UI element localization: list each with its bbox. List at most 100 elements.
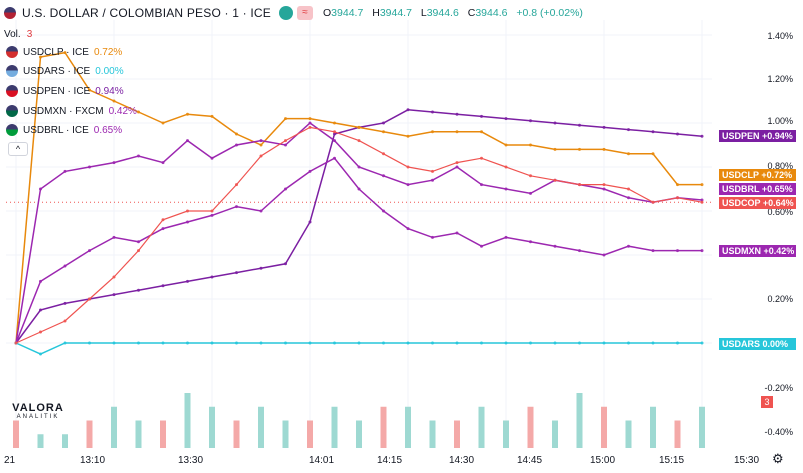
y-tick-label: -0.40% xyxy=(764,427,793,437)
wave-icon[interactable]: ≈ xyxy=(297,6,313,20)
point-usdcop xyxy=(63,319,67,323)
volume-bar xyxy=(13,420,19,448)
y-tick-label: 0.20% xyxy=(767,294,793,304)
point-usdpen xyxy=(455,112,459,116)
series-line-usdpen xyxy=(15,109,703,344)
point-usdcop xyxy=(627,187,630,191)
point-usdpen xyxy=(112,293,116,297)
chart-header: U.S. DOLLAR / COLOMBIAN PESO · 1 · ICE ≈… xyxy=(4,6,589,20)
volume-bar xyxy=(527,406,534,448)
volume-bar xyxy=(576,393,583,448)
point-usdclp xyxy=(186,112,189,116)
point-usdars xyxy=(259,341,263,345)
point-usdcop xyxy=(235,183,238,187)
x-tick-label: 14:45 xyxy=(517,455,543,466)
volume-badge: 3 xyxy=(761,396,773,408)
price-label-usdcop: USDCOP +0.64% xyxy=(719,197,796,209)
point-usdars xyxy=(186,341,189,345)
point-usdpen xyxy=(627,128,630,132)
x-tick-label: 14:15 xyxy=(377,455,403,466)
point-usdmxn xyxy=(651,249,655,253)
x-tick-label: 15:15 xyxy=(659,455,685,466)
legend-name: USDPEN · ICE xyxy=(23,85,91,97)
point-usdars xyxy=(676,341,679,345)
legend-item-usdclp[interactable]: USDCLP · ICE 0.72% xyxy=(6,46,122,58)
point-usdcop xyxy=(186,209,189,213)
point-usdars xyxy=(137,341,140,345)
logo-main: VALORA xyxy=(12,402,64,414)
point-usdmxn xyxy=(88,249,91,253)
point-usdclp xyxy=(39,55,42,59)
market-status-icon[interactable] xyxy=(279,6,293,20)
point-usdpen xyxy=(676,132,679,136)
point-usdars xyxy=(651,341,655,345)
point-usdars xyxy=(406,341,410,345)
point-usdbrl xyxy=(480,183,483,187)
legend-item-usdmxn[interactable]: USDMXN · FXCM 0.42% xyxy=(6,105,137,117)
point-usdmxn xyxy=(700,249,704,253)
point-usdclp xyxy=(676,183,679,187)
flag-icon xyxy=(6,85,18,97)
point-usdbrl xyxy=(88,165,91,169)
point-usdbrl xyxy=(700,198,704,202)
point-usdcop xyxy=(455,161,459,165)
point-usdmxn xyxy=(553,244,557,248)
volume-bar xyxy=(478,406,485,448)
legend-item-usdbrl[interactable]: USDBRL · ICE 0.65% xyxy=(6,124,122,136)
point-usdcop xyxy=(700,200,704,204)
point-usdars xyxy=(382,341,385,345)
point-usdars xyxy=(112,341,116,345)
volume-bar xyxy=(625,420,632,448)
point-usdclp xyxy=(357,125,361,129)
volume-bar xyxy=(503,420,509,448)
chart-title: U.S. DOLLAR / COLOMBIAN PESO · 1 · ICE xyxy=(22,6,271,20)
volume-bar xyxy=(674,420,681,448)
point-usdbrl xyxy=(308,121,312,125)
point-usdbrl xyxy=(333,139,336,143)
point-usdmxn xyxy=(382,209,385,213)
point-usdclp xyxy=(602,147,606,151)
point-usdmxn xyxy=(455,231,459,235)
close-value: 3944.6 xyxy=(475,7,508,19)
legend-name: USDARS · ICE xyxy=(23,65,91,77)
point-usdclp xyxy=(455,130,459,134)
point-usdmxn xyxy=(529,240,532,244)
collapse-legend-button[interactable]: ^ xyxy=(8,142,28,156)
point-usdars xyxy=(553,341,557,345)
y-tick-label: 1.20% xyxy=(767,74,793,84)
legend-item-usdpen[interactable]: USDPEN · ICE 0.94% xyxy=(6,85,124,97)
point-usdclp xyxy=(235,132,238,136)
point-usdclp xyxy=(63,51,67,55)
point-usdpen xyxy=(431,110,434,114)
point-usdbrl xyxy=(529,191,532,195)
point-usdars xyxy=(284,341,287,345)
price-label-usdbrl: USDBRL +0.65% xyxy=(719,183,796,195)
point-usdclp xyxy=(210,114,214,118)
point-usdcop xyxy=(382,152,385,156)
volume-bar xyxy=(601,406,607,448)
volume-bar xyxy=(184,393,191,448)
point-usdclp xyxy=(504,143,508,147)
point-usdmxn xyxy=(39,279,42,283)
point-usdbrl xyxy=(284,143,287,147)
point-usdars xyxy=(431,341,434,345)
point-usdpen xyxy=(63,301,67,305)
point-usdpen xyxy=(186,279,189,283)
point-usdclp xyxy=(406,134,410,138)
point-usdcop xyxy=(553,178,557,182)
point-usdcop xyxy=(137,249,140,253)
volume-bar xyxy=(331,406,338,448)
point-usdclp xyxy=(480,130,483,134)
legend-pct: 0.94% xyxy=(95,85,124,97)
series-line-usdars xyxy=(15,342,702,355)
point-usdpen xyxy=(259,266,263,270)
y-tick-label: -0.20% xyxy=(764,383,793,393)
gear-icon[interactable]: ⚙ xyxy=(772,451,784,466)
legend-item-usdars[interactable]: USDARS · ICE 0.00% xyxy=(6,65,124,77)
volume-bar xyxy=(282,420,289,448)
point-usdars xyxy=(210,341,214,345)
point-usdbrl xyxy=(602,187,606,191)
volume-bar xyxy=(233,420,240,448)
point-usdbrl xyxy=(357,165,361,169)
point-usdclp xyxy=(308,117,312,121)
